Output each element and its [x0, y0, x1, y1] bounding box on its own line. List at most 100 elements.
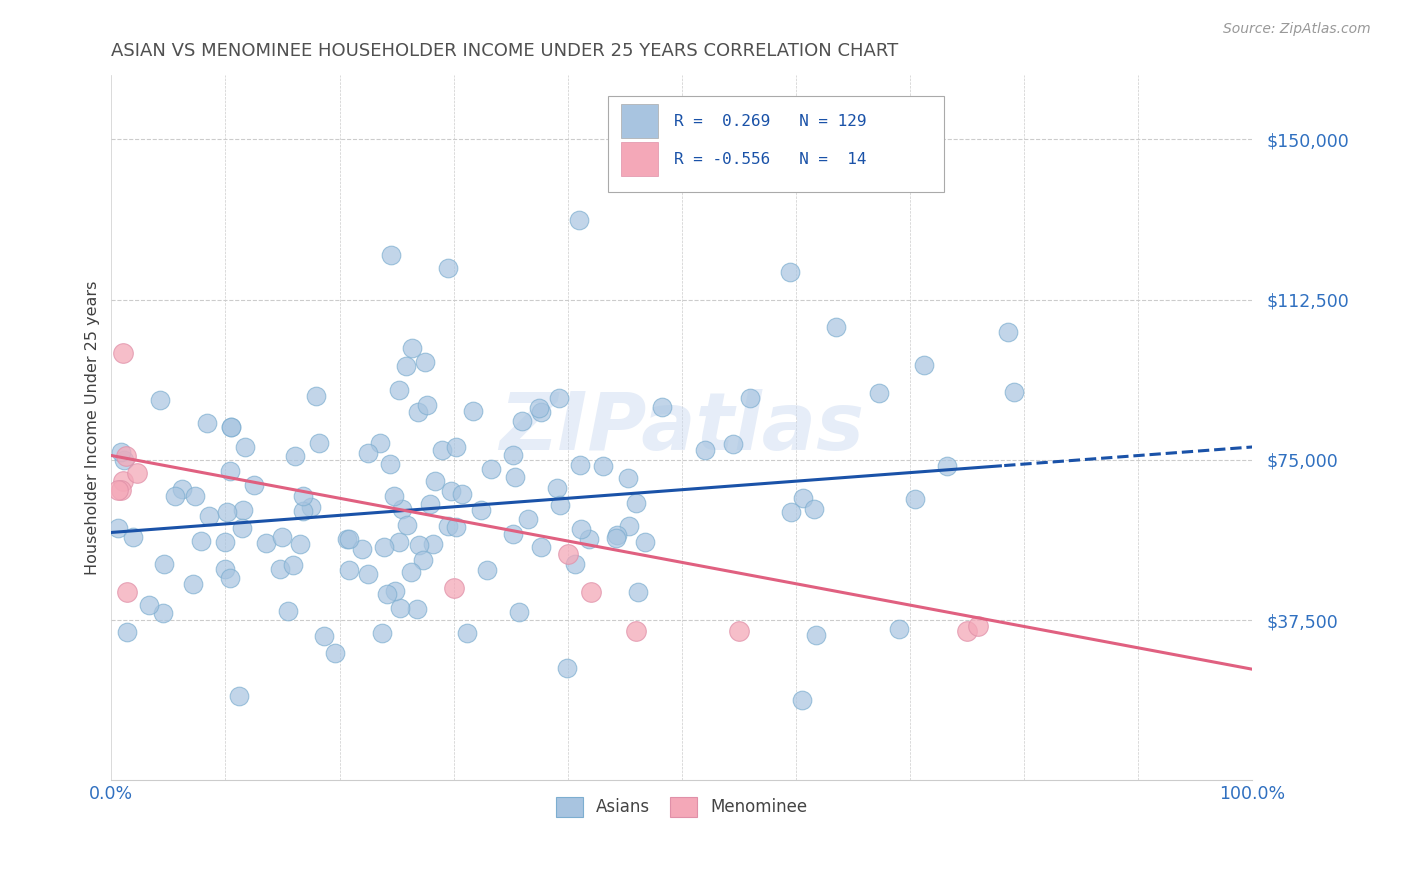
Point — [384, 584, 406, 599]
Point — [305, 389, 328, 403]
Point — [1002, 384, 1025, 399]
Legend: Asians, Menominee: Asians, Menominee — [548, 789, 815, 825]
Point — [387, 383, 409, 397]
Point — [416, 398, 439, 412]
Point — [505, 470, 527, 484]
Point — [470, 503, 492, 517]
Point — [456, 626, 478, 640]
Point — [437, 260, 460, 275]
Point — [475, 563, 498, 577]
FancyBboxPatch shape — [621, 142, 658, 176]
Point — [904, 492, 927, 507]
Point — [325, 646, 347, 660]
Point — [510, 414, 533, 428]
Point — [165, 489, 187, 503]
Point — [530, 541, 553, 555]
Point — [190, 533, 212, 548]
Point — [406, 405, 429, 419]
Point — [422, 537, 444, 551]
Point — [440, 484, 463, 499]
Point — [548, 498, 571, 512]
Point — [792, 693, 814, 707]
Point — [399, 565, 422, 579]
Point — [388, 600, 411, 615]
Point — [568, 213, 591, 227]
Point — [824, 320, 846, 334]
Point — [579, 585, 602, 599]
Point — [956, 624, 979, 638]
Point — [530, 404, 553, 418]
Point — [149, 393, 172, 408]
Point — [232, 503, 254, 517]
Point — [432, 442, 454, 457]
Point — [378, 457, 401, 471]
Point — [627, 584, 650, 599]
Point — [695, 443, 717, 458]
Point — [350, 541, 373, 556]
Point — [115, 449, 138, 463]
Y-axis label: Householder Income Under 25 years: Householder Income Under 25 years — [86, 281, 100, 575]
Point — [423, 474, 446, 488]
Point — [444, 440, 467, 454]
Point — [242, 478, 264, 492]
Point — [375, 587, 398, 601]
Point — [651, 400, 673, 414]
Point — [336, 533, 359, 547]
Point — [271, 530, 294, 544]
Point — [502, 527, 524, 541]
Point — [444, 520, 467, 534]
Point — [233, 440, 256, 454]
Point — [254, 536, 277, 550]
Point — [479, 462, 502, 476]
Point — [288, 537, 311, 551]
Text: ZIPatlas: ZIPatlas — [499, 389, 865, 467]
Text: ASIAN VS MENOMINEE HOUSEHOLDER INCOME UNDER 25 YEARS CORRELATION CHART: ASIAN VS MENOMINEE HOUSEHOLDER INCOME UN… — [111, 42, 898, 60]
Point — [517, 512, 540, 526]
Point — [912, 358, 935, 372]
Point — [804, 628, 827, 642]
Point — [110, 445, 132, 459]
Point — [413, 354, 436, 368]
Point — [312, 630, 335, 644]
Point — [218, 464, 240, 478]
Point — [112, 474, 135, 488]
Point — [391, 502, 413, 516]
Point — [619, 518, 641, 533]
Point — [291, 489, 314, 503]
Point — [419, 497, 441, 511]
Point — [219, 420, 242, 434]
Point — [371, 626, 394, 640]
Point — [624, 496, 647, 510]
Point — [215, 504, 238, 518]
Point — [738, 392, 761, 406]
Point — [337, 533, 360, 547]
Point — [112, 453, 135, 467]
Point — [936, 458, 959, 473]
Point — [121, 531, 143, 545]
Point — [396, 517, 419, 532]
FancyBboxPatch shape — [607, 96, 945, 192]
Point — [889, 622, 911, 636]
Point — [546, 481, 568, 495]
Point — [548, 392, 571, 406]
Point — [408, 539, 430, 553]
Point — [110, 483, 132, 497]
Text: R =  0.269   N = 129: R = 0.269 N = 129 — [673, 113, 866, 128]
Point — [181, 577, 204, 591]
Point — [214, 535, 236, 549]
Point — [967, 619, 990, 633]
Point — [214, 561, 236, 575]
Point — [606, 528, 628, 542]
Point — [395, 359, 418, 373]
Point — [388, 535, 411, 549]
Point — [605, 531, 627, 545]
Point — [502, 449, 524, 463]
Point — [107, 520, 129, 534]
Point — [380, 248, 402, 262]
Point — [412, 553, 434, 567]
Point — [138, 598, 160, 612]
Point — [564, 558, 586, 572]
Point — [527, 401, 550, 416]
Point — [373, 540, 395, 554]
Point — [283, 558, 305, 573]
